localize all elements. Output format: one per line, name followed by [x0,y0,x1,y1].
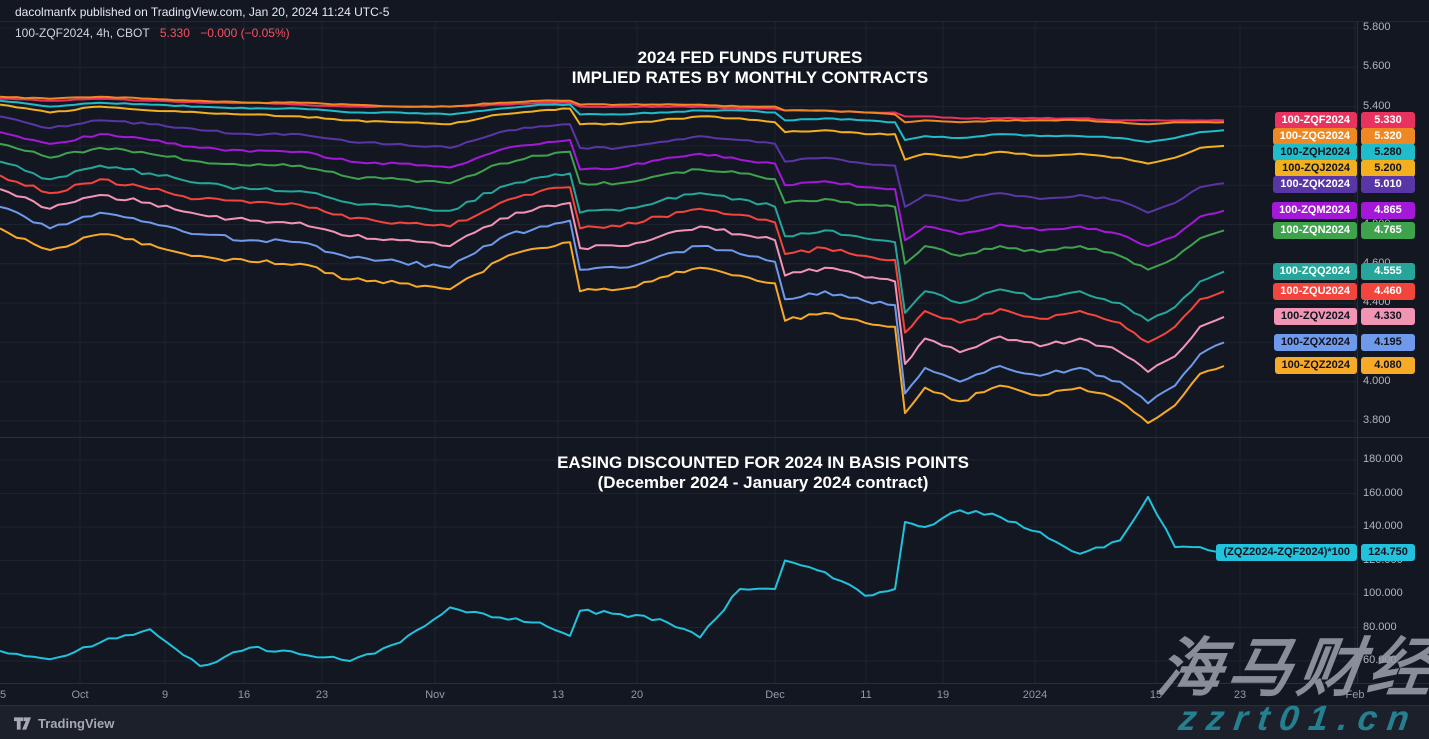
price-axis-label[interactable]: 4.000 [1363,374,1391,387]
top-panel-title-line2: IMPLIED RATES BY MONTHLY CONTRACTS [571,68,929,87]
published-byline: dacolmanfx published on TradingView.com,… [15,5,390,19]
series-line[interactable] [0,227,1225,424]
time-axis-label[interactable]: Oct [71,689,89,701]
time-axis-label[interactable]: 19 [936,689,950,701]
bottom-panel-title-line1: EASING DISCOUNTED FOR 2024 IN BASIS POIN… [557,453,969,472]
series-price-chip: 4.460 [1361,282,1415,300]
price-axis-label[interactable]: 5.600 [1363,60,1391,73]
series-price-chip: 4.765 [1361,221,1415,239]
bottom-toolbar: TradingView [0,705,1429,739]
series-label-chip: 100-ZQG2024 [1272,127,1357,145]
series-label-chip: 100-ZQZ2024 [1274,357,1357,375]
series-label-chip: 100-ZQH2024 [1273,143,1357,161]
series-line[interactable] [0,205,1225,405]
price-axis-label[interactable]: 180.000 [1363,453,1403,465]
time-axis-label[interactable]: 9 [161,689,169,701]
time-axis-label[interactable]: Feb [1345,689,1365,701]
symbol-legend[interactable]: 100-ZQF2024, 4h, CBOT 5.330 −0.000 (−0.0… [15,26,290,40]
legend-symbol-text: 100-ZQF2024, 4h, CBOT [15,26,150,40]
series-price-chip: 5.010 [1361,175,1415,193]
bottom-panel-title-line2: (December 2024 - January 2024 contract) [597,473,929,492]
series-price-chip: 4.555 [1361,263,1415,281]
series-price-chip: 5.200 [1361,159,1415,177]
series-price-chip: 5.280 [1361,143,1415,161]
series-line[interactable] [0,131,1225,248]
series-line[interactable] [0,99,1225,143]
price-axis-label[interactable]: 3.800 [1363,414,1391,426]
series-price-chip: 4.195 [1361,333,1415,351]
legend-last-price: 5.330 [159,26,190,40]
watermark-domain: zzrt01.cn [1176,699,1422,738]
chart-svg[interactable] [0,22,1429,705]
series-label-chip: 100-ZQU2024 [1273,282,1357,300]
time-axis-label[interactable]: 16 [237,689,251,701]
series-label-chip: 100-ZQM2024 [1272,202,1357,220]
series-label-chip: 100-ZQV2024 [1273,308,1357,326]
series-label-chip: 100-ZQJ2024 [1275,159,1357,177]
bottom-panel-title: EASING DISCOUNTED FOR 2024 IN BASIS POIN… [557,453,969,493]
series-label-chip: (ZQZ2024-ZQF2024)*100 [1216,544,1357,562]
series-price-chip: 4.080 [1361,357,1415,375]
price-axis-label[interactable]: 5.400 [1363,99,1391,112]
price-axis-label[interactable]: 80.000 [1363,620,1397,633]
series-line[interactable] [0,97,1225,122]
series-line[interactable] [0,115,1225,214]
price-axis-label[interactable]: 140.000 [1363,520,1403,532]
series-line[interactable] [0,495,1225,667]
top-panel-title: 2024 FED FUNDS FUTURES IMPLIED RATES BY … [572,48,928,88]
watermark-cjk: 海马财经 [1153,632,1429,704]
time-axis-label[interactable]: 23 [315,689,329,701]
header-divider [0,21,1429,22]
series-price-chip: 5.320 [1361,127,1415,145]
time-axis-label[interactable]: 2024 [1022,689,1048,701]
series-line[interactable] [0,103,1225,165]
tradingview-logo-icon[interactable] [14,716,31,731]
price-axis-label[interactable]: 160.000 [1363,486,1403,499]
price-axis-label[interactable]: 60.000 [1363,654,1397,666]
series-price-chip: 4.865 [1361,202,1415,220]
legend-change: −0.000 (−0.05%) [200,26,290,40]
time-axis-label[interactable]: 5 [0,689,7,701]
series-price-chip: 5.330 [1361,111,1415,129]
series-price-chip: 124.750 [1361,544,1415,562]
series-label-chip: 100-ZQX2024 [1273,333,1357,351]
series-line[interactable] [0,188,1225,373]
tradingview-brand[interactable]: TradingView [38,715,115,731]
series-line[interactable] [0,160,1225,322]
time-axis-label[interactable]: Nov [425,689,445,701]
series-line[interactable] [0,142,1225,271]
series-label-chip: 100-ZQN2024 [1273,221,1357,239]
series-line[interactable] [0,95,1225,126]
series-label-chip: 100-ZQQ2024 [1272,263,1357,281]
time-axis-label[interactable]: 11 [860,689,872,701]
time-axis-label[interactable]: 15 [1149,689,1163,701]
price-axis-label[interactable]: 100.000 [1363,587,1403,599]
series-price-chip: 4.330 [1361,308,1415,326]
series-label-chip: 100-ZQF2024 [1274,111,1357,129]
time-axis-label[interactable]: 23 [1233,689,1247,701]
time-axis-label[interactable]: 13 [551,689,565,701]
top-panel-title-line1: 2024 FED FUNDS FUTURES [637,48,863,67]
time-axis-label[interactable]: Dec [765,689,785,701]
time-axis-label[interactable]: 20 [630,689,644,701]
series-label-chip: 100-ZQK2024 [1273,175,1357,193]
series-line[interactable] [0,174,1225,344]
price-axis-label[interactable]: 5.800 [1363,21,1391,33]
